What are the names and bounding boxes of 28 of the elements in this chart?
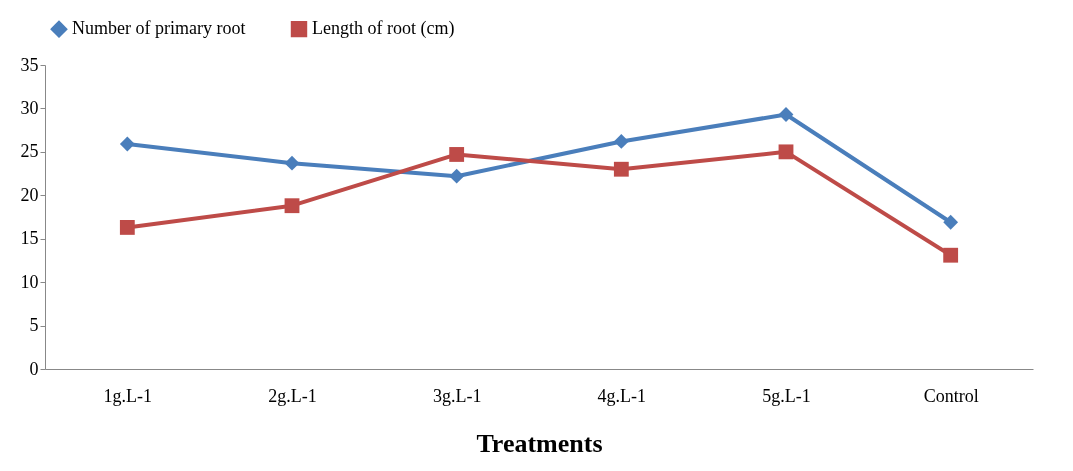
x-tick-label: 4g.L-1 bbox=[597, 385, 647, 406]
y-tick-label: 5 bbox=[29, 315, 39, 336]
x-tick-label: 5g.L-1 bbox=[762, 385, 811, 406]
legend-label: Length of root (cm) bbox=[312, 18, 455, 40]
point bbox=[943, 247, 959, 263]
point bbox=[613, 161, 629, 177]
y-tick-label: 30 bbox=[20, 97, 39, 118]
point bbox=[119, 136, 135, 152]
x-tick-label: 1g.L-1 bbox=[103, 385, 153, 406]
point bbox=[449, 168, 465, 184]
x-tick-label: 3g.L-1 bbox=[432, 385, 482, 406]
x-tick-label: Control bbox=[923, 385, 979, 406]
x-tick-label: 2g.L-1 bbox=[268, 385, 317, 406]
y-tick-label: 0 bbox=[29, 358, 39, 379]
y-tick-label: 35 bbox=[20, 54, 39, 75]
y-tick-label: 10 bbox=[20, 271, 39, 292]
legend-label: Number of primary root bbox=[72, 18, 246, 39]
point bbox=[778, 144, 794, 160]
point bbox=[613, 134, 629, 149]
point bbox=[284, 198, 300, 214]
y-tick-label: 20 bbox=[20, 184, 39, 205]
point bbox=[943, 214, 959, 230]
point bbox=[449, 147, 465, 162]
x-axis-title: Treatments bbox=[476, 428, 603, 458]
y-tick-label: 15 bbox=[20, 228, 39, 249]
y-tick-label: 25 bbox=[20, 141, 39, 162]
point bbox=[119, 220, 135, 235]
point bbox=[284, 155, 300, 171]
